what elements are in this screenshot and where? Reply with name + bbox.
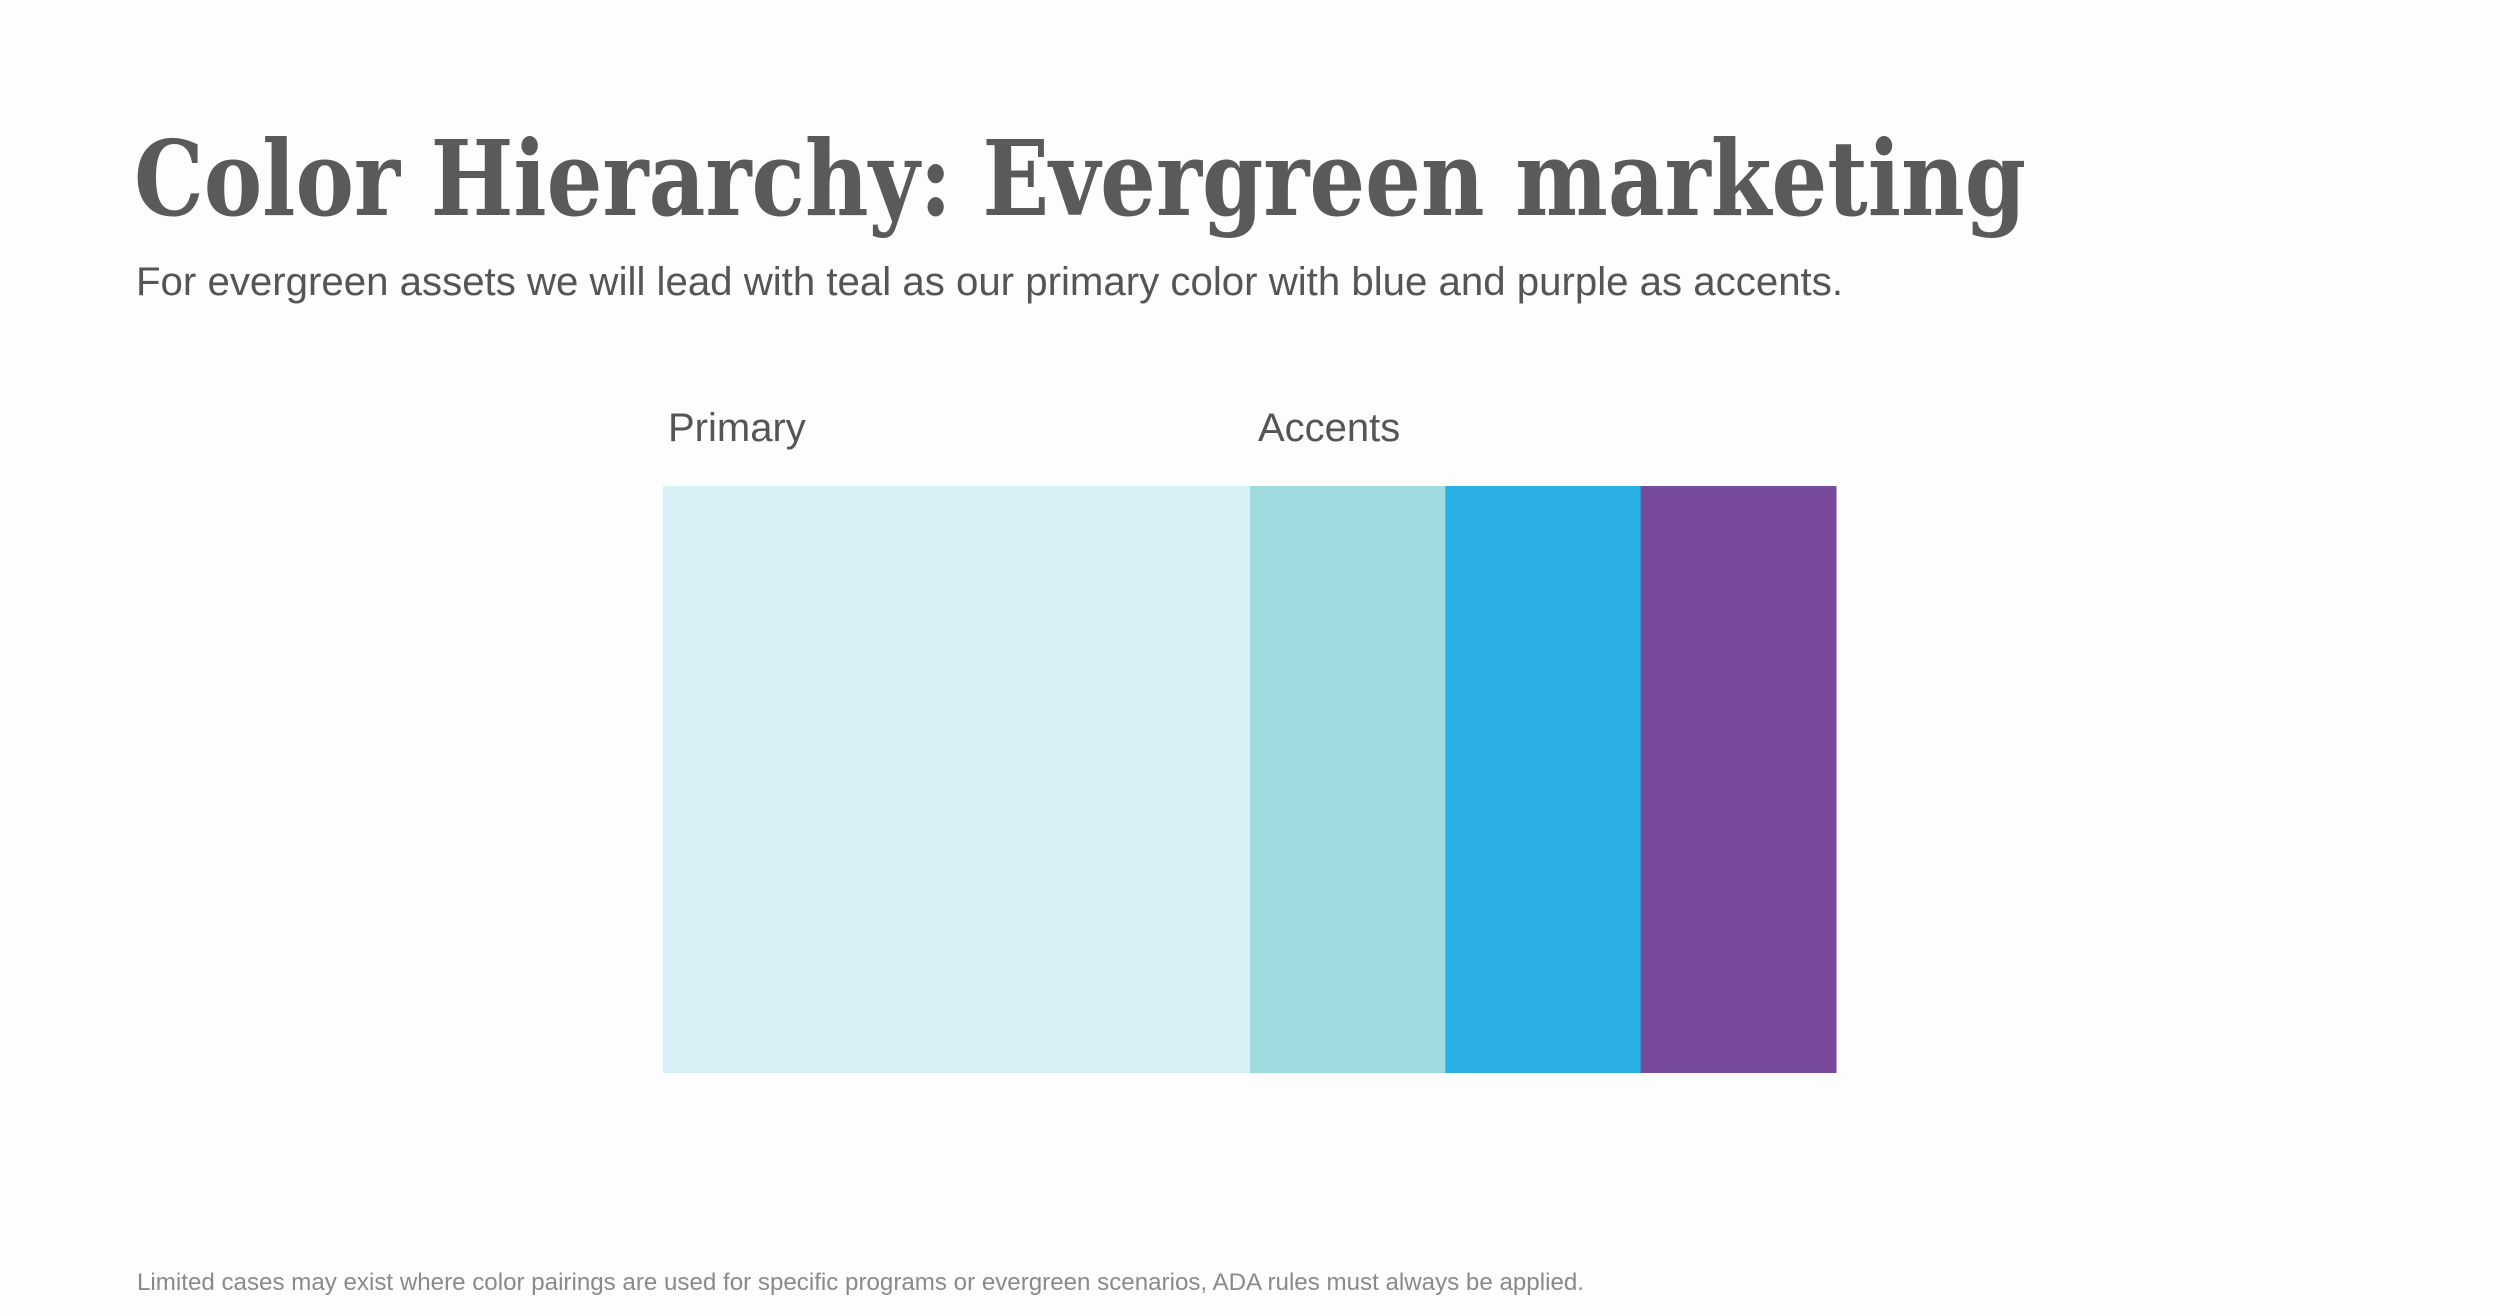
color-swatch bbox=[1250, 486, 1446, 1073]
title: Color Hierarchy: Evergreen marketing bbox=[134, 117, 2026, 240]
swatch-row bbox=[663, 486, 1837, 1073]
color-swatch bbox=[1640, 486, 1837, 1073]
color-swatch bbox=[663, 486, 1251, 1073]
subtitle: For evergreen assets we will lead with t… bbox=[136, 260, 1843, 304]
color-swatch bbox=[1445, 486, 1642, 1073]
group-label: Accents bbox=[1258, 406, 1400, 450]
group-label: Primary bbox=[668, 406, 806, 450]
footnote: Limited cases may exist where color pair… bbox=[137, 1269, 1584, 1296]
